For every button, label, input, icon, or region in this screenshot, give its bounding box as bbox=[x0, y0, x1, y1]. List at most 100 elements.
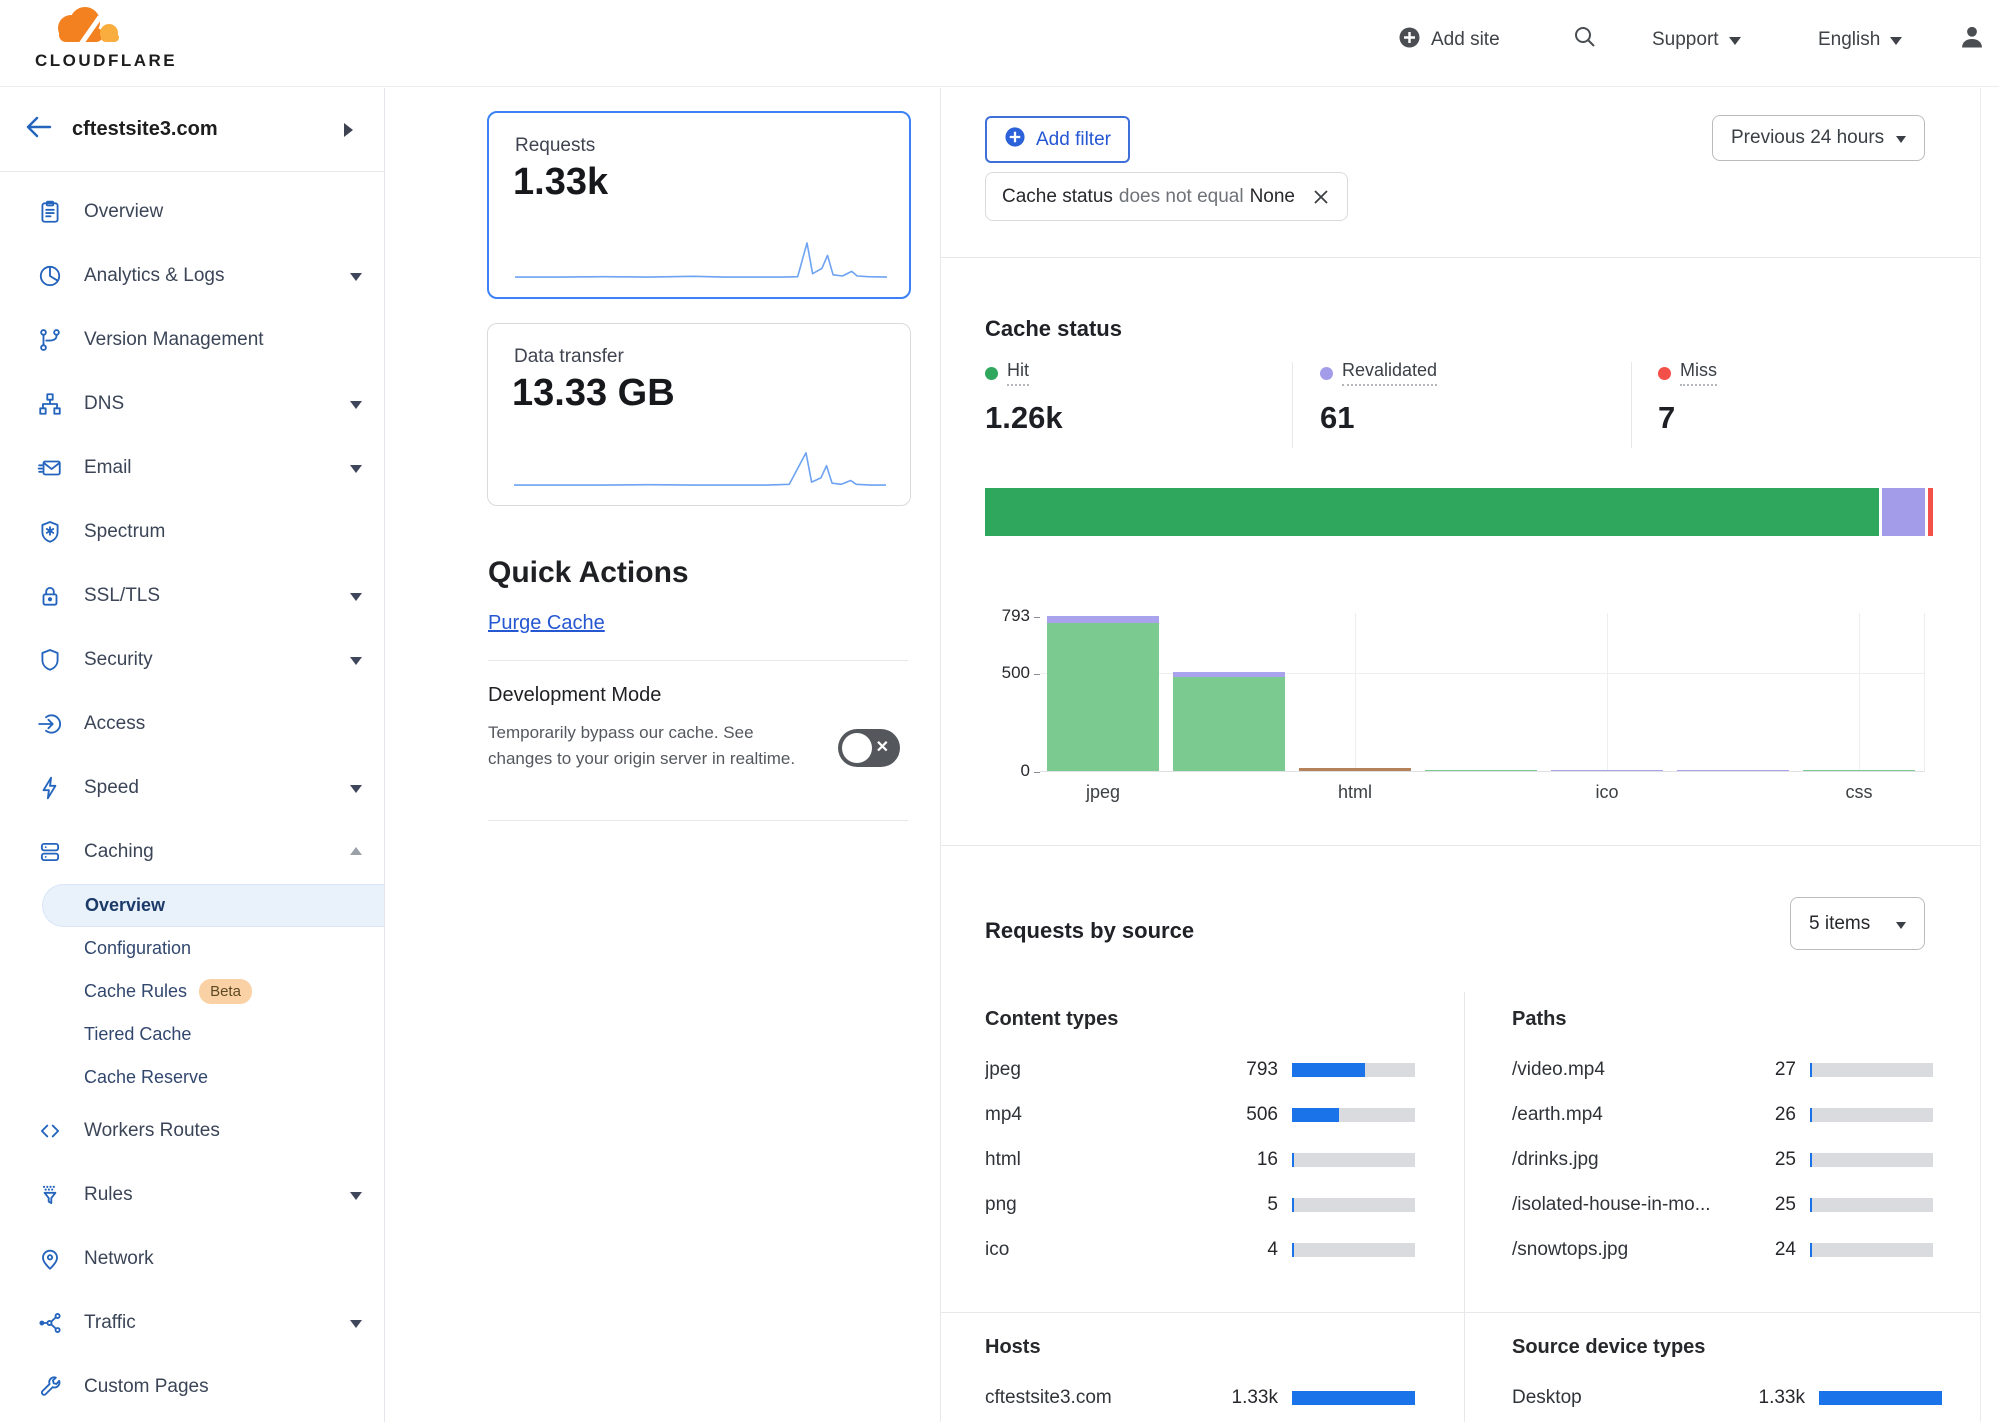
row-label: ico bbox=[985, 1238, 1010, 1260]
sidebar-item-rules[interactable]: Rules bbox=[0, 1163, 384, 1227]
bar-segment-hit bbox=[1803, 770, 1915, 771]
sidebar-item-custom-pages[interactable]: Custom Pages bbox=[0, 1355, 384, 1419]
sidebar-item-dns[interactable]: DNS bbox=[0, 372, 384, 436]
table-row[interactable]: /earth.mp4 26 bbox=[1512, 1092, 1933, 1137]
stat-label[interactable]: Revalidated bbox=[1342, 360, 1438, 386]
table-title: Hosts bbox=[985, 1336, 1041, 1358]
purge-cache-link[interactable]: Purge Cache bbox=[488, 612, 605, 634]
sidebar-item-analytics-logs[interactable]: Analytics & Logs bbox=[0, 244, 384, 308]
sidebar-subitem-configuration[interactable]: Configuration bbox=[0, 927, 384, 970]
cloudflare-cloud-icon bbox=[35, 7, 131, 52]
sidebar-item-overview[interactable]: Overview bbox=[0, 180, 384, 244]
table-row[interactable]: ico 4 bbox=[985, 1227, 1415, 1272]
toggle-off-x-icon: ✕ bbox=[875, 739, 889, 756]
back-arrow-icon[interactable] bbox=[26, 116, 52, 143]
bar-segment-expired bbox=[1299, 768, 1411, 771]
git-branch-icon bbox=[36, 327, 63, 354]
stacked-segment-revalidated bbox=[1881, 488, 1926, 536]
sidebar-item-caching[interactable]: Caching bbox=[0, 820, 384, 884]
row-label: mp4 bbox=[985, 1103, 1022, 1125]
sidebar-item-spectrum[interactable]: Spectrum bbox=[0, 500, 384, 564]
stat-hit: Hit 1.26k bbox=[985, 360, 1063, 436]
sidebar-nav: Overview Analytics & Logs Version Manageme… bbox=[0, 172, 384, 1419]
bar-segment-revalidated bbox=[1047, 616, 1159, 623]
table-row[interactable]: /video.mp4 27 bbox=[1512, 1047, 1933, 1092]
revalidated-dot-icon bbox=[1320, 366, 1333, 380]
row-label: /earth.mp4 bbox=[1512, 1103, 1603, 1125]
sidebar-item-version-management[interactable]: Version Management bbox=[0, 308, 384, 372]
sidebar-item-access[interactable]: Access bbox=[0, 692, 384, 756]
items-count-dropdown[interactable]: 5 items bbox=[1790, 897, 1926, 950]
row-bar bbox=[1292, 1062, 1415, 1077]
code-icon bbox=[36, 1118, 63, 1145]
bar-segment-hit bbox=[1425, 770, 1537, 771]
table-row[interactable]: png 5 bbox=[985, 1182, 1415, 1227]
row-label: Desktop bbox=[1512, 1386, 1582, 1408]
row-value: 24 bbox=[1774, 1238, 1796, 1260]
row-bar bbox=[1292, 1242, 1415, 1257]
chevron-down-icon bbox=[1728, 37, 1741, 51]
table-row[interactable]: Desktop 1.33k bbox=[1512, 1375, 1942, 1420]
sidebar-item-network[interactable]: Network bbox=[0, 1227, 384, 1291]
add-filter-button[interactable]: Add filter bbox=[985, 116, 1130, 163]
sidebar-item-security[interactable]: Security bbox=[0, 628, 384, 692]
table-title: Source device types bbox=[1512, 1336, 1706, 1358]
sidebar-item-workers-routes[interactable]: Workers Routes bbox=[0, 1099, 384, 1163]
table-row[interactable]: /isolated-house-in-mo... 25 bbox=[1512, 1182, 1933, 1227]
access-icon bbox=[36, 711, 63, 738]
miss-dot-icon bbox=[1658, 366, 1671, 380]
stat-label[interactable]: Hit bbox=[1007, 360, 1029, 386]
quick-actions-title: Quick Actions bbox=[488, 556, 689, 589]
card-value: 13.33 GB bbox=[512, 372, 675, 414]
sidebar-subitem-cache-reserve[interactable]: Cache Reserve bbox=[0, 1056, 384, 1099]
bar-ico bbox=[1551, 770, 1663, 771]
user-menu[interactable] bbox=[1958, 23, 1986, 57]
add-site-button[interactable]: Add site bbox=[1398, 23, 1500, 57]
filter-value: None bbox=[1249, 185, 1295, 207]
search-button[interactable] bbox=[1572, 23, 1598, 57]
time-range-dropdown[interactable]: Previous 24 hours bbox=[1712, 115, 1926, 161]
cloudflare-logo[interactable]: CLOUDFLARE bbox=[35, 6, 175, 71]
table-row[interactable]: /drinks.jpg 25 bbox=[1512, 1137, 1933, 1182]
table-row[interactable]: cftestsite3.com 1.33k bbox=[985, 1375, 1415, 1420]
stat-label[interactable]: Miss bbox=[1680, 360, 1717, 386]
sidebar-item-speed[interactable]: Speed bbox=[0, 756, 384, 820]
chevron-right-icon[interactable] bbox=[344, 122, 360, 137]
support-menu[interactable]: Support bbox=[1652, 23, 1741, 57]
sidebar-item-label: Security bbox=[84, 649, 153, 670]
sidebar-subitem-cache-rules[interactable]: Cache Rules Beta bbox=[0, 970, 384, 1013]
bar-segment-hit bbox=[1173, 677, 1285, 771]
sidebar-item-label: Traffic bbox=[84, 1312, 136, 1333]
row-value: 1.33k bbox=[1758, 1386, 1805, 1408]
filter-field: Cache status bbox=[1002, 185, 1113, 207]
development-mode-title: Development Mode bbox=[488, 684, 662, 706]
sidebar-item-ssl-tls[interactable]: SSL/TLS bbox=[0, 564, 384, 628]
table-row[interactable]: /snowtops.jpg 24 bbox=[1512, 1227, 1933, 1272]
row-bar bbox=[1292, 1107, 1415, 1122]
language-menu[interactable]: English bbox=[1818, 23, 1903, 57]
wrench-icon bbox=[36, 1374, 63, 1401]
row-value: 25 bbox=[1774, 1148, 1796, 1170]
x-axis-label-jpeg: jpeg bbox=[1085, 782, 1121, 802]
row-label: html bbox=[985, 1148, 1021, 1170]
row-label: png bbox=[985, 1193, 1017, 1215]
sidebar-item-email[interactable]: Email bbox=[0, 436, 384, 500]
row-value: 506 bbox=[1246, 1103, 1278, 1125]
requests-card[interactable]: Requests 1.33k bbox=[487, 111, 911, 299]
shield-icon bbox=[36, 647, 63, 674]
table-row[interactable]: mp4 506 bbox=[985, 1092, 1415, 1137]
plus-circle-icon bbox=[1004, 126, 1026, 154]
sidebar-subitem-overview[interactable]: Overview bbox=[42, 884, 384, 927]
sidebar-subitem-tiered-cache[interactable]: Tiered Cache bbox=[0, 1013, 384, 1056]
row-label: /drinks.jpg bbox=[1512, 1148, 1599, 1170]
row-bar bbox=[1292, 1152, 1415, 1167]
x-axis-label-ico: ico bbox=[1595, 782, 1619, 802]
sidebar-item-traffic[interactable]: Traffic bbox=[0, 1291, 384, 1355]
data-transfer-card[interactable]: Data transfer 13.33 GB bbox=[487, 323, 911, 506]
development-mode-toggle[interactable]: ✕ bbox=[838, 729, 900, 767]
stat-revalidated: Revalidated 61 bbox=[1320, 360, 1438, 436]
remove-filter-icon[interactable] bbox=[1311, 187, 1331, 207]
sidebar-item-label: Rules bbox=[84, 1184, 133, 1205]
table-row[interactable]: jpeg 793 bbox=[985, 1047, 1415, 1092]
table-row[interactable]: html 16 bbox=[985, 1137, 1415, 1182]
